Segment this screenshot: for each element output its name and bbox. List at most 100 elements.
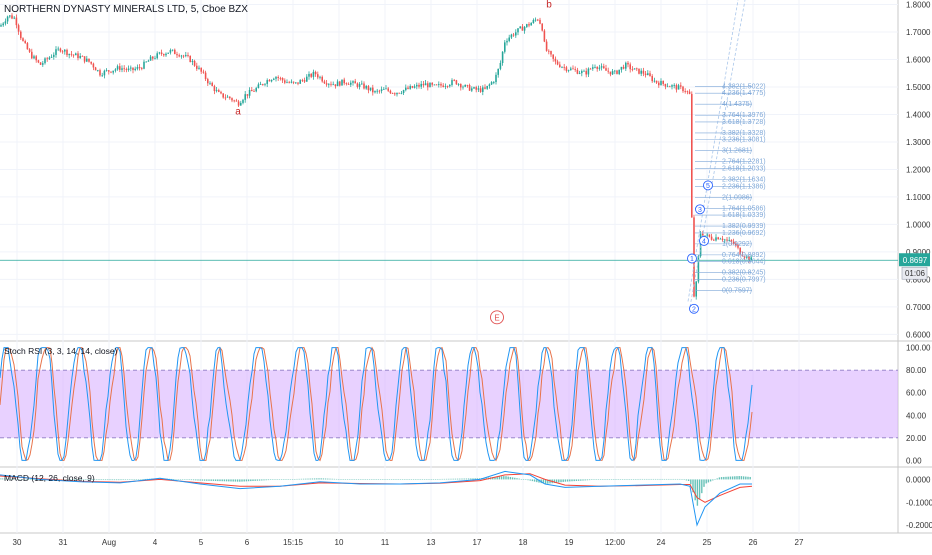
candle-body	[284, 80, 286, 83]
candle-body	[101, 75, 103, 77]
candle-body	[70, 53, 73, 55]
candle-body	[655, 80, 658, 83]
candle-body	[2, 23, 4, 26]
candle-body	[528, 24, 530, 26]
candle-body	[248, 89, 251, 96]
macd-histogram-bar	[707, 479, 710, 483]
macd-histogram-bar	[696, 479, 699, 506]
macd-histogram-bar	[181, 479, 184, 480]
candle-body	[4, 21, 7, 24]
macd-histogram-bar	[230, 479, 232, 482]
last-price-tag	[899, 253, 930, 267]
candle-body	[451, 80, 453, 86]
macd-histogram-bar	[434, 479, 437, 480]
macd-histogram-bar	[406, 479, 408, 480]
candle-body	[286, 82, 288, 84]
countdown-label: 01:06	[905, 269, 926, 278]
candle-body	[479, 88, 482, 92]
candle-body	[640, 70, 642, 74]
candle-body	[55, 49, 57, 55]
macd-histogram-bar	[12, 478, 14, 480]
candle-body	[147, 60, 150, 62]
price-tick-label: 1.0000	[906, 220, 931, 229]
macd-histogram-bar	[659, 478, 661, 480]
macd-histogram-bar	[289, 479, 292, 480]
candle-body	[682, 86, 684, 92]
price-tick-label: 0.9000	[906, 248, 931, 257]
candle-body	[259, 84, 262, 85]
candle-body	[449, 85, 451, 87]
candle-body	[288, 82, 290, 84]
macd-histogram-bar	[19, 479, 21, 480]
price-tick-label: 1.2000	[906, 165, 931, 174]
candle-body	[270, 79, 273, 82]
macd-histogram-bar	[720, 477, 723, 480]
candle-body	[152, 56, 154, 59]
macd-histogram-bar	[212, 479, 215, 481]
candle-body	[416, 84, 418, 87]
candle-body	[257, 84, 260, 89]
candle-body	[255, 88, 257, 92]
macd-histogram-bar	[646, 478, 648, 480]
macd-histogram-bar	[368, 479, 371, 480]
candle-body	[521, 26, 524, 31]
macd-histogram-bar	[214, 479, 217, 482]
macd-histogram-bar	[353, 479, 355, 480]
candle-body	[64, 49, 66, 52]
macd-histogram-bar	[1, 478, 3, 480]
macd-histogram-bar	[318, 478, 320, 480]
macd-histogram-bar	[109, 479, 111, 481]
candle-body	[114, 69, 117, 71]
candle-body	[244, 94, 246, 100]
macd-histogram-bar	[410, 479, 413, 480]
candle-body	[743, 256, 746, 258]
macd-histogram-bar	[729, 476, 732, 480]
candle-body	[176, 54, 178, 56]
fib-level-label: 0.618(0.8644)	[722, 259, 766, 266]
candle-body	[453, 80, 455, 81]
candle-body	[526, 24, 528, 27]
candle-body	[611, 71, 614, 75]
macd-histogram-bar	[533, 479, 536, 482]
candle-body	[81, 55, 84, 57]
macd-histogram-bar	[300, 478, 303, 480]
candle-body	[497, 68, 499, 75]
candle-body	[352, 81, 354, 83]
macd-histogram-bar	[454, 478, 457, 480]
candle-body	[706, 234, 708, 236]
macd-histogram-bar	[320, 478, 322, 480]
candle-body	[501, 51, 504, 63]
macd-histogram-bar	[492, 477, 494, 480]
macd-histogram-bar	[331, 478, 333, 480]
candle-body	[213, 86, 216, 92]
candle-body	[710, 236, 713, 240]
macd-histogram-bar	[661, 478, 663, 480]
macd-histogram-bar	[63, 479, 65, 480]
macd-histogram-bar	[3, 478, 6, 480]
macd-histogram-bar	[360, 479, 362, 480]
macd-histogram-bar	[709, 479, 712, 482]
candle-body	[171, 49, 174, 51]
time-tick-label: 24	[657, 538, 666, 547]
fib-trendline	[689, 0, 746, 307]
time-tick-label: 4	[153, 538, 158, 547]
candle-body	[638, 68, 640, 74]
macd-histogram-bar	[467, 478, 470, 480]
candle-body	[160, 52, 163, 55]
macd-histogram-bar	[443, 478, 446, 480]
macd-histogram-bar	[93, 479, 96, 480]
candle-body	[724, 239, 726, 241]
stoch-k-line	[0, 347, 753, 461]
macd-histogram-bar	[126, 479, 129, 480]
macd-histogram-bar	[483, 477, 485, 480]
candle-body	[374, 91, 376, 93]
candle-body	[644, 73, 647, 76]
candle-body	[39, 62, 42, 65]
macd-histogram-bar	[10, 478, 12, 480]
time-tick-label: 12:00	[605, 538, 626, 547]
candle-body	[506, 40, 508, 43]
candle-body	[6, 16, 9, 22]
candle-body	[548, 50, 550, 52]
macd-histogram-bar	[225, 479, 228, 482]
